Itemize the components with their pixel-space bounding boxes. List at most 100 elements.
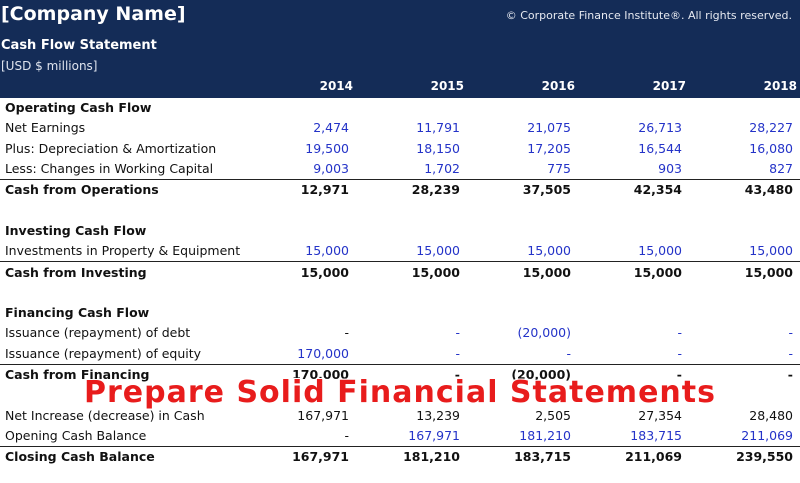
cell-value: (20,000)	[467, 363, 578, 386]
row-label: Issuance (repayment) of equity	[5, 345, 202, 361]
cell-value: -	[356, 363, 467, 386]
cell-value: -	[344, 427, 349, 443]
year-header: 2018	[763, 79, 797, 93]
spacer-row	[0, 283, 800, 303]
cell-value: 211,069	[741, 427, 793, 443]
cell-value: 170,000	[297, 345, 349, 361]
cell-value: 211,069	[578, 446, 689, 468]
cell-value: 1,702	[424, 161, 460, 177]
cell-value: (20,000)	[517, 325, 572, 341]
table-row: Net Earnings 2,474 11,791 21,075 26,713 …	[0, 118, 800, 138]
section-header-row: Financing Cash Flow	[0, 303, 800, 323]
year-header: 2015	[430, 79, 464, 93]
cell-value: 19,500	[305, 140, 349, 156]
year-header: 2016	[541, 79, 575, 93]
cell-value: 27,354	[638, 407, 682, 423]
cell-value: 15,000	[689, 261, 800, 283]
cell-value: 775	[547, 161, 571, 177]
cell-value: 26,713	[638, 120, 682, 136]
row-label: Cash from Operations	[0, 179, 245, 201]
table-row: Opening Cash Balance - 167,971 181,210 1…	[0, 426, 800, 447]
table-row: Investments in Property & Equipment 15,0…	[0, 241, 800, 262]
cell-value: 239,550	[689, 446, 800, 468]
row-label: Cash from Investing	[0, 261, 245, 283]
table-row: Issuance (repayment) of equity 170,000 -…	[0, 344, 800, 365]
row-label: Issuance (repayment) of debt	[5, 325, 191, 341]
row-label: Net Earnings	[5, 120, 86, 136]
cell-value: 17,205	[527, 140, 571, 156]
spacer-row	[0, 200, 800, 220]
section-title: Financing Cash Flow	[5, 305, 150, 321]
row-label: Investments in Property & Equipment	[5, 243, 241, 259]
cell-value: -	[788, 325, 793, 341]
cell-value: -	[344, 325, 349, 341]
section-header-row: Operating Cash Flow	[0, 98, 800, 118]
total-row: Closing Cash Balance 167,971 181,210 183…	[0, 446, 800, 468]
cell-value: 183,715	[630, 427, 682, 443]
cell-value: 12,971	[245, 179, 356, 201]
section-title: Investing Cash Flow	[5, 222, 147, 238]
cell-value: 28,227	[749, 120, 793, 136]
row-label: Opening Cash Balance	[5, 427, 147, 443]
cell-value: 16,544	[638, 140, 682, 156]
cell-value: 827	[769, 161, 793, 177]
cell-value: 15,000	[356, 261, 467, 283]
table-row: Less: Changes in Working Capital 9,003 1…	[0, 159, 800, 180]
cell-value: 167,971	[408, 427, 460, 443]
table-row: Issuance (repayment) of debt - - (20,000…	[0, 323, 800, 343]
cell-value: 28,480	[749, 407, 793, 423]
cell-value: 15,000	[467, 261, 578, 283]
cell-value: 11,791	[416, 120, 460, 136]
total-row: Cash from Investing 15,000 15,000 15,000…	[0, 261, 800, 283]
cell-value: 181,210	[356, 446, 467, 468]
statement-title: Cash Flow Statement	[1, 38, 157, 53]
cell-value: 43,480	[689, 179, 800, 201]
row-label: Cash from Financing	[0, 363, 245, 386]
copyright-notice: © Corporate Finance Institute®. All righ…	[505, 9, 792, 22]
cell-value: 15,000	[416, 243, 460, 259]
cell-value: 28,239	[356, 179, 467, 201]
cell-value: 21,075	[527, 120, 571, 136]
overlay-caption: Prepare Solid Financial Statements	[84, 375, 716, 410]
cell-value: 9,003	[313, 161, 349, 177]
year-header-row: 2014 2015 2016 2017 2018	[0, 79, 800, 97]
cell-value: 42,354	[578, 179, 689, 201]
units-label: [USD $ millions]	[1, 59, 98, 73]
cell-value: 37,505	[467, 179, 578, 201]
cell-value: 181,210	[519, 427, 571, 443]
cell-value: 167,971	[297, 407, 349, 423]
section-title: Operating Cash Flow	[5, 100, 152, 116]
cell-value: 2,505	[535, 407, 571, 423]
company-name: [Company Name]	[1, 3, 186, 25]
row-label: Plus: Depreciation & Amortization	[5, 140, 217, 156]
cell-value: -	[455, 325, 460, 341]
cell-value: 167,971	[245, 446, 356, 468]
cell-value: -	[578, 363, 689, 386]
cell-value: 16,080	[749, 140, 793, 156]
cell-value: -	[455, 345, 460, 361]
year-header: 2017	[652, 79, 686, 93]
cell-value: 2,474	[313, 120, 349, 136]
cell-value: -	[689, 363, 800, 386]
year-header: 2014	[319, 79, 353, 93]
cell-value: 15,000	[245, 261, 356, 283]
total-row: Cash from Operations 12,971 28,239 37,50…	[0, 179, 800, 201]
cell-value: 15,000	[638, 243, 682, 259]
cell-value: -	[788, 345, 793, 361]
cash-flow-table: Operating Cash Flow Net Earnings 2,474 1…	[0, 98, 800, 468]
cell-value: 903	[658, 161, 682, 177]
cell-value: 183,715	[467, 446, 578, 468]
row-label: Closing Cash Balance	[0, 446, 245, 468]
cell-value: -	[677, 325, 682, 341]
cell-value: 15,000	[305, 243, 349, 259]
cell-value: 15,000	[578, 261, 689, 283]
report-header: [Company Name] © Corporate Finance Insti…	[0, 0, 800, 98]
cell-value: 18,150	[416, 140, 460, 156]
cell-value: 170,000	[245, 363, 356, 386]
cell-value: 13,239	[416, 407, 460, 423]
cell-value: 15,000	[749, 243, 793, 259]
row-label: Less: Changes in Working Capital	[5, 161, 214, 177]
row-label: Net Increase (decrease) in Cash	[5, 407, 205, 423]
cell-value: -	[566, 345, 571, 361]
section-header-row: Investing Cash Flow	[0, 221, 800, 241]
